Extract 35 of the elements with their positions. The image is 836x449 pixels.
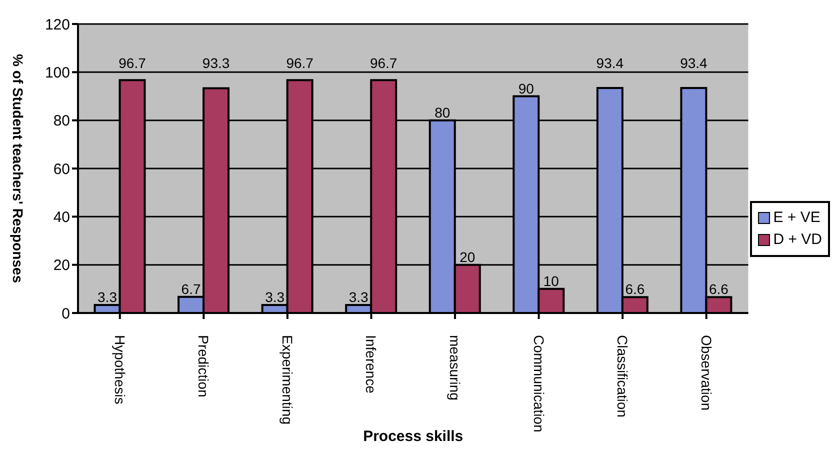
y-tick-label: 120 (44, 16, 70, 34)
x-tick-label: Experimenting (279, 335, 296, 424)
y-tick-label: 40 (53, 208, 70, 226)
data-label: 80 (434, 104, 450, 120)
y-axis-title: % of Student teachers' Responses (10, 54, 26, 284)
data-label: 3.3 (98, 289, 118, 306)
data-label: 6.6 (625, 281, 645, 298)
data-label: 6.7 (181, 280, 201, 297)
data-label: 20 (460, 248, 476, 265)
y-tick-label: 60 (53, 160, 70, 178)
data-label: 96.7 (370, 55, 398, 72)
data-label: 90 (518, 80, 534, 96)
data-label: 96.7 (286, 55, 314, 72)
x-tick-label: Prediction (196, 335, 212, 398)
data-label: 3.3 (348, 289, 369, 306)
data-label: 6.6 (708, 281, 729, 298)
x-tick-label: Communication (530, 335, 547, 432)
data-label: 93.4 (680, 55, 708, 72)
data-label: 93.3 (202, 55, 230, 72)
x-tick-label: measuring (447, 335, 464, 400)
y-tick-label: 0 (62, 305, 70, 322)
y-tick-label: 100 (44, 64, 70, 82)
x-tick-label: Classification (614, 335, 631, 418)
y-tick-label: 20 (53, 257, 70, 274)
x-axis-title: Process skills (363, 428, 464, 445)
data-label: 96.7 (118, 55, 146, 72)
data-label: 93.4 (596, 55, 624, 72)
y-tick-label: 80 (53, 112, 70, 130)
legend-label: E + VE (773, 208, 820, 228)
x-tick-label: Hypothesis (112, 335, 128, 404)
data-label: 10 (543, 272, 560, 289)
x-tick-label: Inference (363, 335, 380, 394)
legend-label: D + VD (773, 230, 822, 250)
x-tick-label: Observation (698, 335, 714, 410)
data-label: 3.3 (265, 289, 285, 306)
